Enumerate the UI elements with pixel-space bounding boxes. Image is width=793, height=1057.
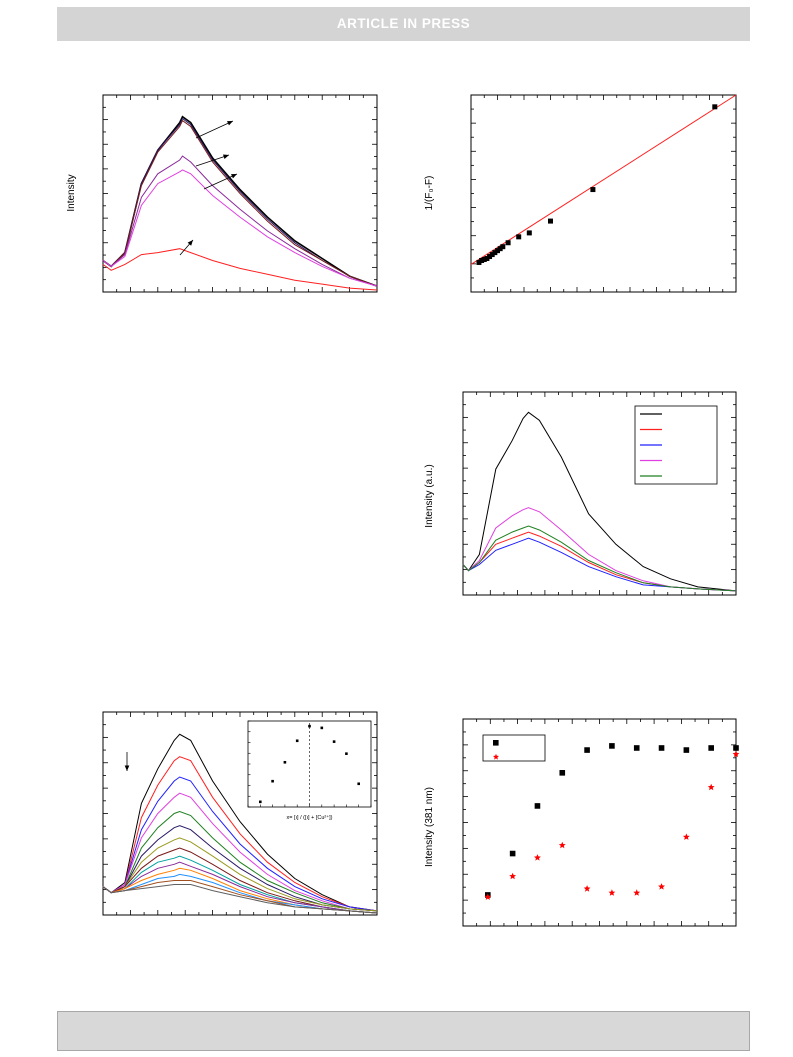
spectrum-line [102, 810, 378, 912]
data-point [481, 256, 487, 262]
panel-emission-spectra-1: Intensity [66, 94, 378, 293]
spectrum-line [102, 873, 378, 914]
inset-x-label: x= [ı] / ([ı] + [Cu²⁺]) [287, 814, 333, 821]
star-point [682, 833, 690, 840]
star-point [558, 841, 566, 849]
star-point [509, 872, 517, 880]
footer-bar [57, 1011, 750, 1051]
arrow-head [223, 154, 229, 159]
data-point [487, 254, 493, 260]
spectrum-line [462, 525, 737, 592]
inset-data-point [271, 779, 274, 783]
inset-data-point [259, 800, 262, 804]
panel-emission-spectra-2: Intensity (a.u.) [424, 391, 737, 596]
article-in-press-banner: ARTICLE IN PRESS [57, 7, 750, 41]
plot-frame [470, 94, 737, 293]
inset-data-point [295, 739, 299, 743]
data-point [712, 104, 718, 110]
legend [634, 405, 718, 485]
star-point [534, 854, 541, 861]
data-point [489, 252, 495, 258]
annotation-arrow-line [195, 120, 234, 139]
data-point [548, 218, 553, 224]
y-axis-label: Intensity (381 nm) [424, 787, 435, 867]
star-point [608, 889, 616, 896]
square-point [683, 747, 690, 753]
y-axis-label: Intensity [66, 174, 77, 211]
square-point [584, 747, 590, 753]
arrow-head [231, 174, 237, 179]
square-point [733, 745, 739, 751]
spectrum-line [102, 776, 378, 912]
data-point [505, 240, 511, 246]
spectrum-line [102, 825, 378, 912]
inset-data-point [320, 726, 324, 730]
square-point [509, 850, 516, 857]
inset-plot: x= [ı] / ([ı] + [Cu²⁺]) [247, 720, 372, 821]
arrow-head [124, 765, 130, 771]
square-point [559, 770, 566, 776]
star-point [732, 750, 740, 758]
spectrum-line [102, 119, 378, 287]
inset-data-point [308, 724, 311, 728]
spectrum-line [462, 537, 737, 592]
data-point [497, 246, 503, 252]
annotation-arrow-line [203, 173, 238, 190]
square-point [534, 803, 541, 809]
spectrum-line [102, 155, 378, 287]
banner-text: ARTICLE IN PRESS [336, 16, 471, 31]
spectrum-line [462, 411, 737, 592]
star-point [707, 783, 715, 791]
star-point [633, 889, 641, 896]
spectrum-line [102, 248, 378, 291]
linear-fit-line [470, 94, 737, 265]
data-point [500, 244, 506, 250]
star-point [583, 885, 591, 892]
legend-box [482, 734, 546, 762]
legend [482, 734, 546, 762]
star-point [658, 883, 665, 890]
spectrum-line [102, 847, 378, 914]
legend-square-marker [493, 740, 499, 746]
spectrum-line [102, 733, 378, 912]
spectrum-line [102, 861, 378, 914]
data-point [590, 187, 596, 193]
data-point [516, 234, 522, 240]
inset-data-point [345, 752, 348, 755]
square-point [609, 743, 615, 749]
data-point [526, 230, 532, 236]
panel-intensity-381nm: Intensity (381 nm) [424, 718, 740, 927]
spectrum-line [102, 792, 378, 912]
spectrum-line [102, 756, 378, 912]
data-point [495, 248, 500, 254]
arrow-head [227, 121, 233, 126]
data-point [476, 259, 482, 265]
data-point [484, 256, 490, 262]
square-point [708, 745, 714, 751]
y-axis-label: 1/(F₀-F) [424, 176, 435, 211]
star-point [484, 893, 492, 900]
data-point [492, 250, 498, 256]
y-axis-label: Intensity (a.u.) [424, 464, 435, 527]
square-point [658, 745, 665, 751]
spectrum-line [102, 837, 378, 912]
inset-data-point [357, 782, 360, 786]
panel-titration-spectra: x= [ı] / ([ı] + [Cu²⁺]) [102, 711, 378, 916]
data-point [479, 257, 485, 263]
spectrum-line [102, 884, 378, 914]
arrow-head [187, 240, 193, 246]
legend-star-marker [493, 753, 499, 760]
spectrum-line [462, 507, 737, 592]
panel-linear-fit: 1/(F₀-F) [424, 94, 737, 293]
inset-data-point [332, 740, 336, 743]
spectrum-line [462, 531, 737, 592]
square-point [633, 745, 640, 751]
inset-data-point [283, 760, 287, 764]
spectrum-line [102, 169, 378, 287]
annotation-arrow-line [195, 154, 230, 167]
